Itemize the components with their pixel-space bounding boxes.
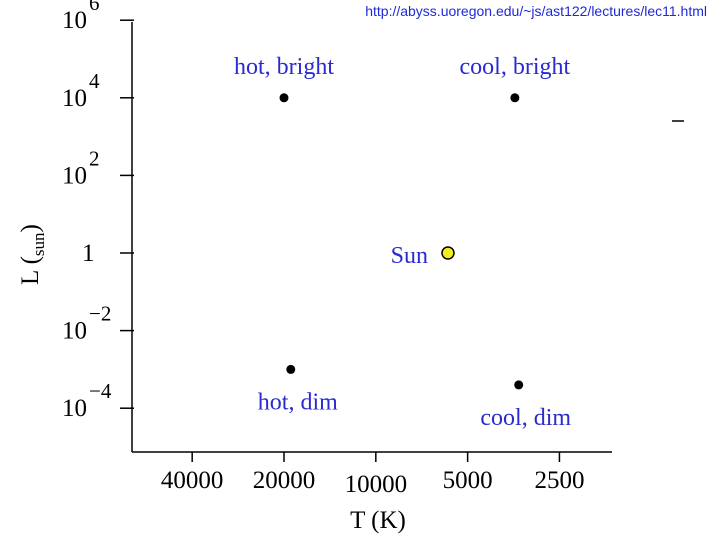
x-tick-label: 10000 xyxy=(345,471,408,498)
y-tick-label: 10−2 xyxy=(62,302,111,345)
x-tick-label: 20000 xyxy=(253,467,316,494)
x-tick-label: 5000 xyxy=(443,467,493,494)
star-point xyxy=(286,364,296,374)
point-annotation: cool, bright xyxy=(460,54,571,80)
data-points: hot, bright cool, bright Sun hot, dim cool, … xyxy=(234,54,571,431)
source-url[interactable]: http://abyss.uoregon.edu/~js/ast122/lect… xyxy=(365,3,707,19)
y-tick-label: 102 xyxy=(62,146,100,189)
point-annotation: cool, dim xyxy=(480,405,571,431)
y-tick-base: 10 xyxy=(62,85,87,112)
y-tick-label: 104 xyxy=(62,69,100,112)
x-axis-label: T (K) xyxy=(350,507,406,534)
y-tick-base: 10 xyxy=(62,395,87,422)
point-annotation: hot, bright xyxy=(234,54,334,80)
y-tick-exponent: −2 xyxy=(89,302,111,326)
y-tick-exponent: 6 xyxy=(89,0,100,15)
y-tick-label: 1 xyxy=(82,240,95,267)
y-tick-exponent: 4 xyxy=(89,69,100,93)
y-axis-label-main: L xyxy=(17,271,44,285)
point-annotation: hot, dim xyxy=(258,389,338,415)
y-tick-exponent: 2 xyxy=(89,146,100,170)
y-axis-label-sub: sun xyxy=(29,232,48,256)
y-tick-label: 10−4 xyxy=(62,379,112,422)
y-tick-base: 1 xyxy=(82,240,95,267)
star-point xyxy=(510,93,520,103)
x-tick-label: 2500 xyxy=(534,467,584,494)
point-annotation: Sun xyxy=(391,243,428,269)
y-tick-base: 10 xyxy=(62,318,87,345)
sun-point xyxy=(441,246,455,260)
y-tick-exponent: −4 xyxy=(89,379,112,403)
star-point xyxy=(514,380,524,390)
y-tick-label: 106 xyxy=(62,0,100,34)
y-axis-label: L (sun) xyxy=(17,224,48,285)
star-point xyxy=(279,93,289,103)
x-axis-ticks: 40000 20000 10000 5000 2500 xyxy=(161,452,584,498)
y-tick-base: 10 xyxy=(62,7,87,34)
y-tick-base: 10 xyxy=(62,162,87,189)
svg-text:L (sun): L (sun) xyxy=(17,224,48,285)
x-tick-label: 40000 xyxy=(161,467,224,494)
